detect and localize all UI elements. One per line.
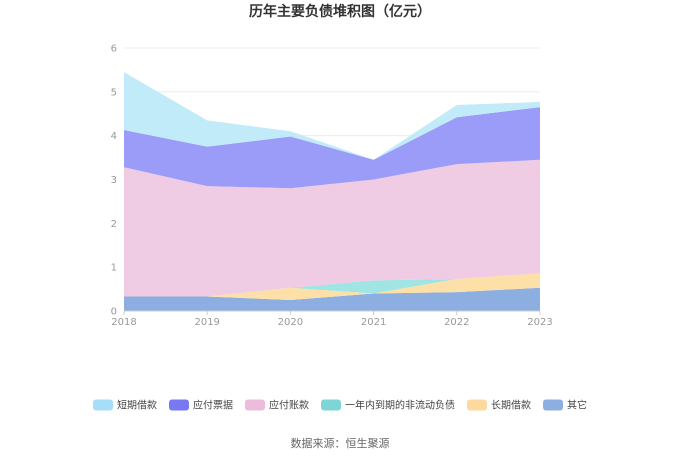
legend-swatch (321, 399, 341, 411)
area-series-2 (124, 273, 540, 297)
legend-label: 其它 (567, 399, 587, 412)
area-series-1 (124, 273, 540, 301)
y-tick-label: 4 (111, 131, 117, 142)
x-tick-label: 2018 (111, 317, 136, 328)
stacked-areas (124, 72, 540, 311)
legend-swatch (169, 399, 189, 411)
area-series-0 (124, 287, 540, 311)
x-tick-label: 2021 (361, 317, 386, 328)
legend-item[interactable]: 应付账款 (245, 399, 309, 412)
y-tick-label: 3 (111, 175, 117, 186)
area-series-3 (124, 159, 540, 297)
legend-item[interactable]: 长期借款 (467, 399, 531, 412)
y-tick-label: 6 (111, 44, 117, 55)
y-tick-label: 2 (111, 219, 117, 230)
area-series-4 (124, 107, 540, 189)
legend-item[interactable]: 短期借款 (93, 399, 157, 412)
legend-swatch (543, 399, 563, 411)
axes: 0 1 2 3 4 5 6 2018 2019 2020 2021 2022 2023 (111, 44, 553, 329)
y-tick-label: 0 (111, 307, 117, 318)
area-series-5 (124, 72, 540, 160)
legend-item[interactable]: 应付票据 (169, 399, 233, 412)
data-source-label: 数据来源：恒生聚源 (291, 436, 390, 450)
legend-label: 应付票据 (193, 399, 233, 412)
y-tick-label: 1 (111, 263, 117, 274)
legend-swatch (93, 399, 113, 411)
x-tick-label: 2020 (278, 317, 303, 328)
legend-label: 应付账款 (269, 399, 309, 412)
legend-item[interactable]: 其它 (543, 399, 587, 412)
legend-item[interactable]: 一年内到期的非流动负债 (321, 399, 455, 412)
legend-swatch (245, 399, 265, 411)
x-tick-label: 2023 (527, 317, 552, 328)
legend[interactable]: 短期借款 应付票据 应付账款 一年内到期的非流动负债 长期借款 其它 (93, 399, 587, 412)
legend-label: 一年内到期的非流动负债 (345, 399, 455, 412)
y-tick-label: 5 (111, 87, 117, 98)
legend-label: 短期借款 (117, 399, 157, 412)
x-tick-label: 2022 (444, 317, 469, 328)
legend-swatch (467, 399, 487, 411)
x-tick-label: 2019 (194, 317, 219, 328)
chart-title: 历年主要负债堆积图（亿元） (249, 3, 431, 20)
legend-label: 长期借款 (491, 399, 531, 412)
